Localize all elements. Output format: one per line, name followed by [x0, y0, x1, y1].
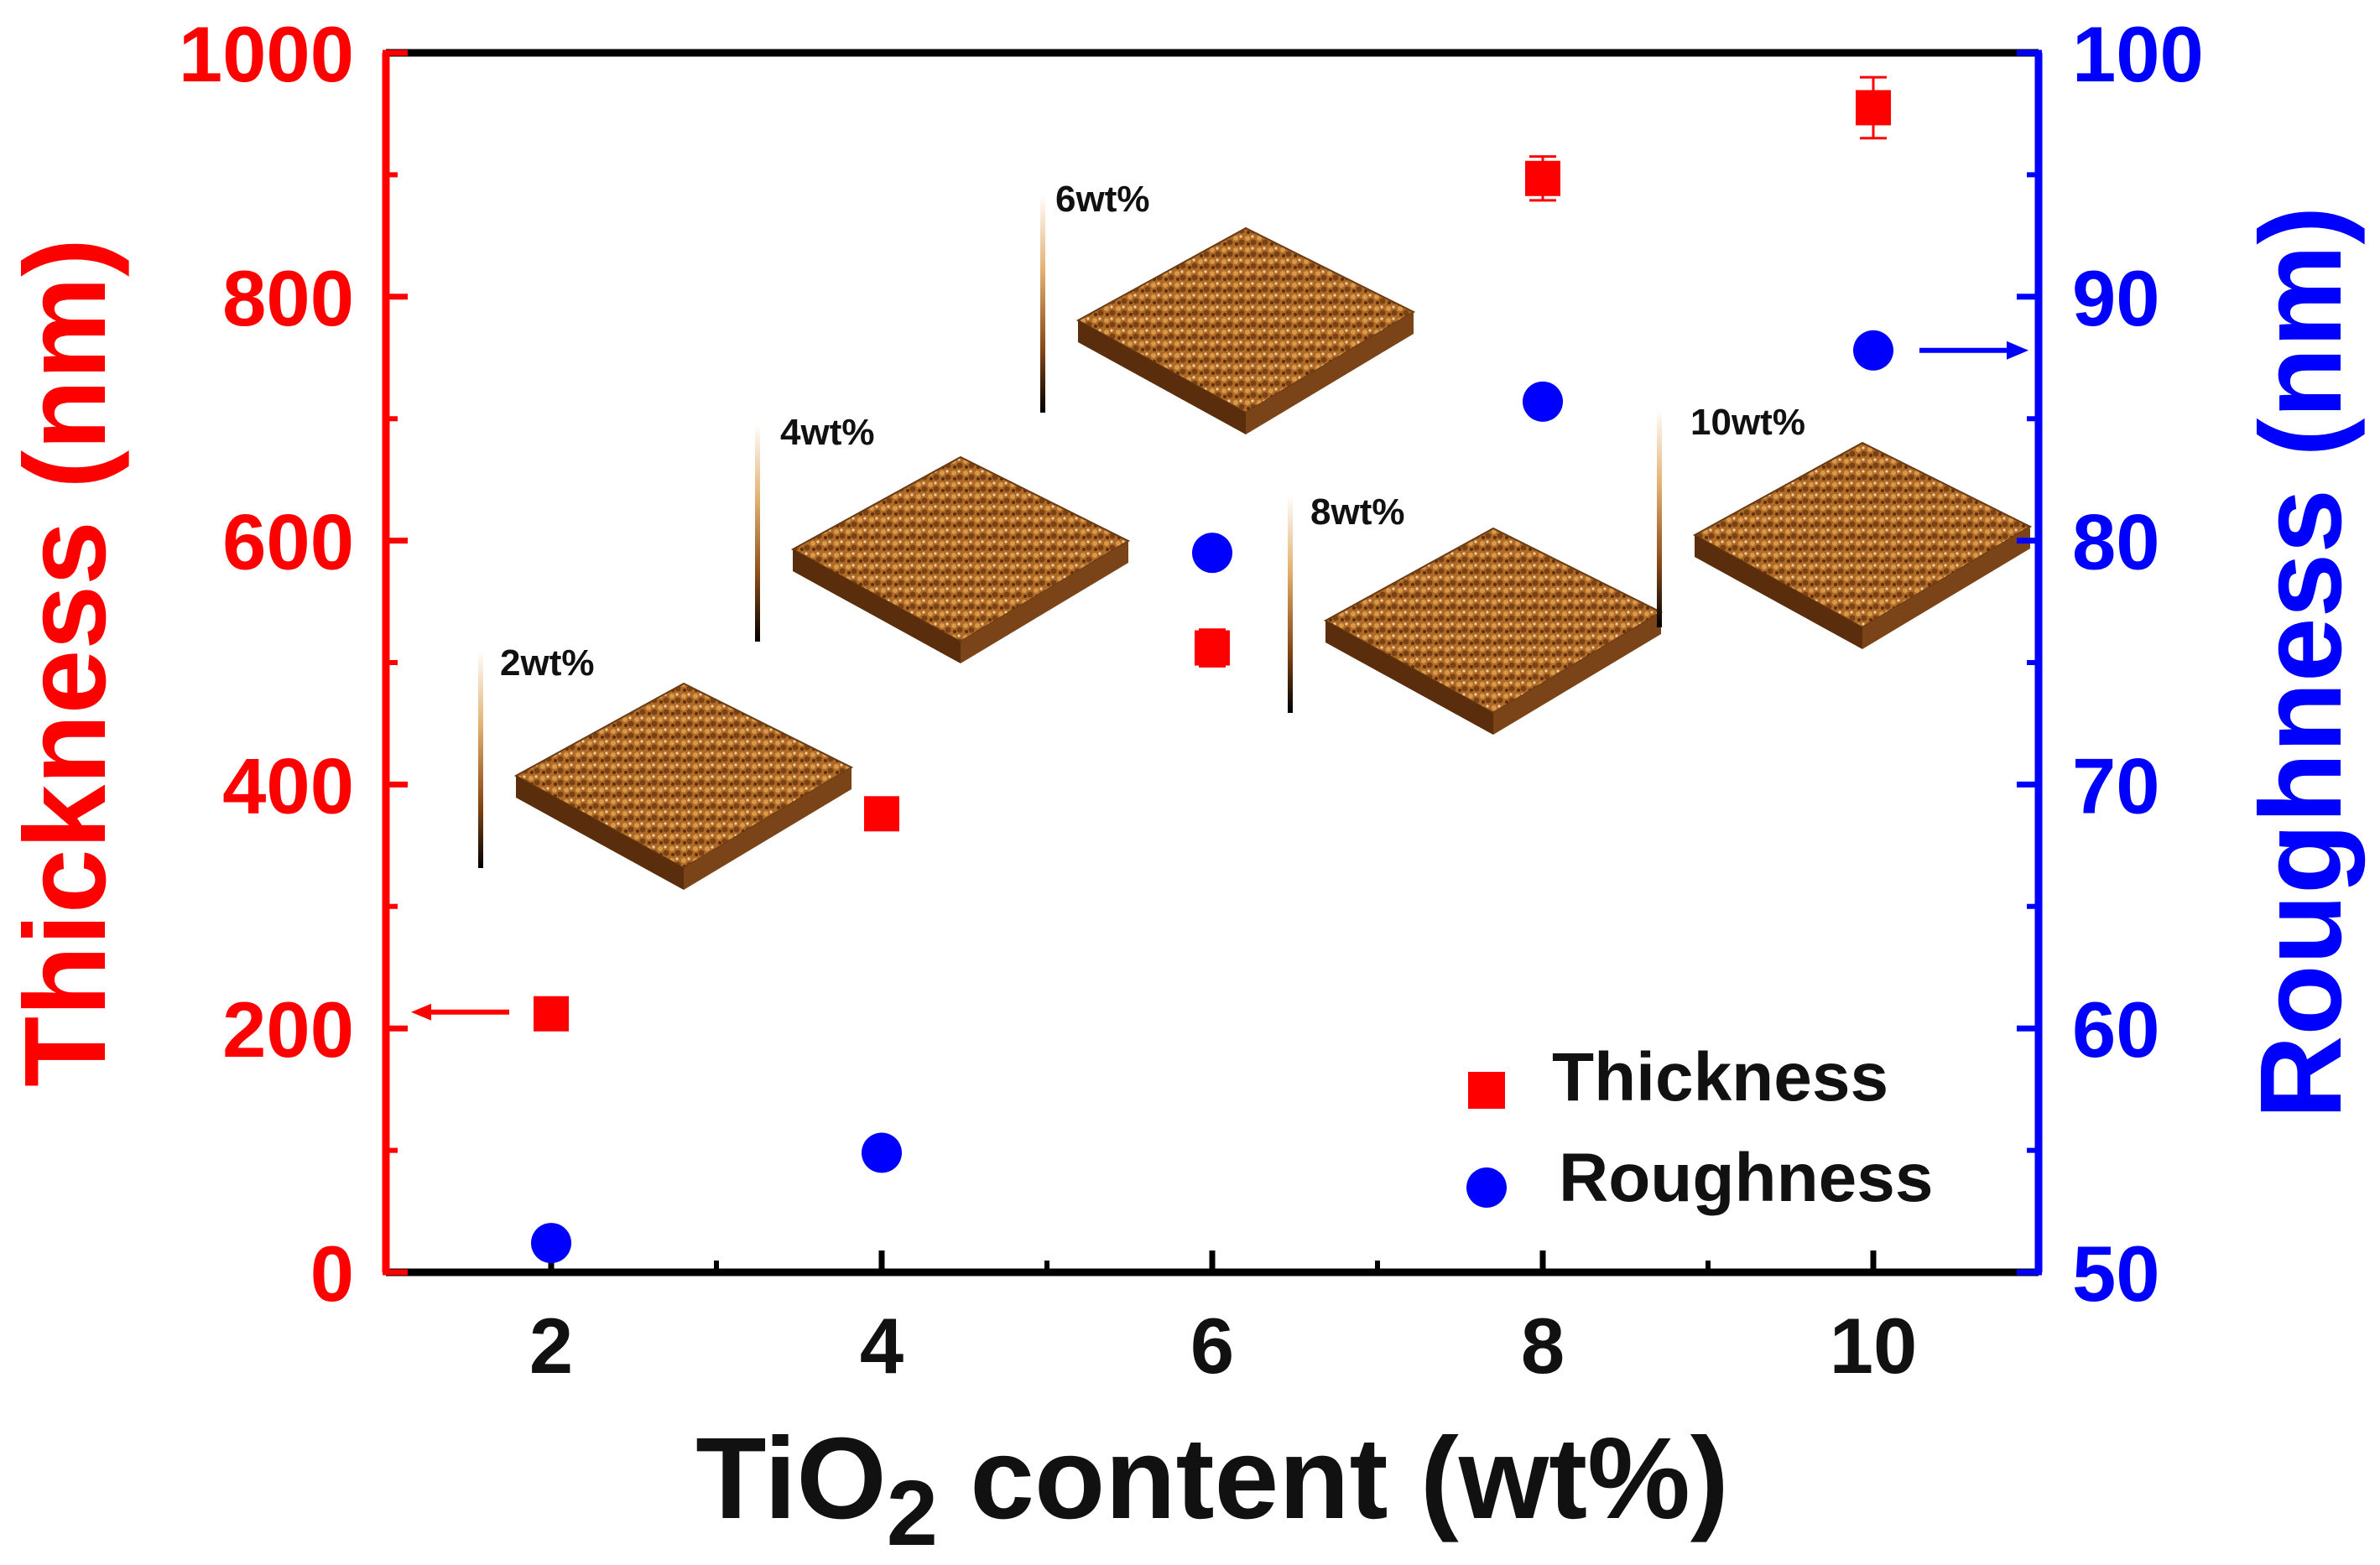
thickness-axis-arrowhead [411, 1003, 431, 1021]
x-tick-label: 6 [1190, 1302, 1234, 1390]
afm-surface [1692, 441, 2033, 629]
afm-surface [513, 682, 854, 870]
roughness-point [531, 1223, 571, 1264]
afm-inset-label: 8wt% [1310, 491, 1404, 533]
afm-side-face [1695, 535, 1862, 649]
x-tick-label: 4 [860, 1302, 904, 1390]
x-tick-label: 10 [1830, 1302, 1918, 1390]
thickness-point [1856, 90, 1891, 126]
legend-thickness-marker [1468, 1072, 1505, 1109]
afm-colorbar [755, 424, 760, 642]
left-tick-label: 0 [310, 1230, 354, 1318]
afm-side-face [516, 776, 684, 890]
right-tick-label: 70 [2072, 741, 2160, 829]
x-tick-label: 2 [529, 1302, 573, 1390]
afm-side-face [1078, 320, 1246, 434]
roughness-point [1853, 330, 1893, 371]
afm-side-face [684, 767, 851, 890]
afm-inset: 2wt% [478, 642, 854, 890]
left-tick-label: 400 [222, 741, 354, 829]
afm-surface [1075, 226, 1416, 414]
right-tick-label: 90 [2072, 254, 2160, 342]
afm-colorbar [1657, 409, 1662, 627]
left-tick-label: 1000 [179, 10, 354, 98]
afm-side-face [793, 549, 961, 663]
roughness-point [1192, 533, 1232, 574]
left-tick-label: 800 [222, 254, 354, 342]
left-tick-label: 200 [222, 985, 354, 1074]
left-tick-label: 600 [222, 498, 354, 586]
right-tick-label: 50 [2072, 1230, 2160, 1318]
roughness-point [862, 1132, 902, 1173]
roughness-axis-arrowhead [2007, 341, 2028, 360]
right-tick-label: 80 [2072, 498, 2160, 586]
afm-surface [790, 455, 1131, 643]
afm-colorbar [1288, 495, 1293, 713]
afm-inset-label: 6wt% [1055, 179, 1149, 220]
legend: Thickness Roughness [1466, 1039, 1933, 1216]
afm-side-face [1325, 621, 1493, 735]
afm-inset: 4wt% [755, 412, 1131, 663]
thickness-point [1195, 630, 1230, 666]
right-axis-title: Roughness (nm) [2237, 206, 2366, 1120]
afm-colorbar [478, 650, 483, 868]
afm-inset: 8wt% [1288, 491, 1664, 735]
afm-side-face [1246, 312, 1414, 434]
afm-side-face [1493, 612, 1661, 735]
thickness-point [534, 996, 569, 1032]
legend-roughness-marker [1466, 1167, 1507, 1208]
legend-thickness-label: Thickness [1552, 1039, 1888, 1115]
afm-inset: 10wt% [1657, 402, 2033, 649]
thickness-point [864, 796, 899, 832]
afm-inset-label: 4wt% [780, 412, 874, 453]
afm-inset: 6wt% [1040, 179, 1416, 434]
afm-colorbar [1040, 195, 1045, 413]
right-tick-label: 60 [2072, 985, 2160, 1074]
afm-surface [1323, 527, 1664, 715]
afm-inset-label: 10wt% [1690, 402, 1805, 443]
roughness-point [1523, 381, 1563, 422]
afm-side-face [961, 541, 1128, 663]
legend-roughness-label: Roughness [1559, 1140, 1933, 1216]
x-tick-label: 8 [1521, 1302, 1565, 1390]
afm-inset-label: 2wt% [500, 642, 594, 684]
afm-side-face [1862, 527, 2030, 649]
x-axis-title: TiO2 content (wt%) [695, 1414, 1729, 1565]
thickness-point [1525, 160, 1560, 196]
left-axis-title: Thickness (nm) [1, 238, 130, 1087]
right-tick-label: 100 [2072, 10, 2204, 98]
